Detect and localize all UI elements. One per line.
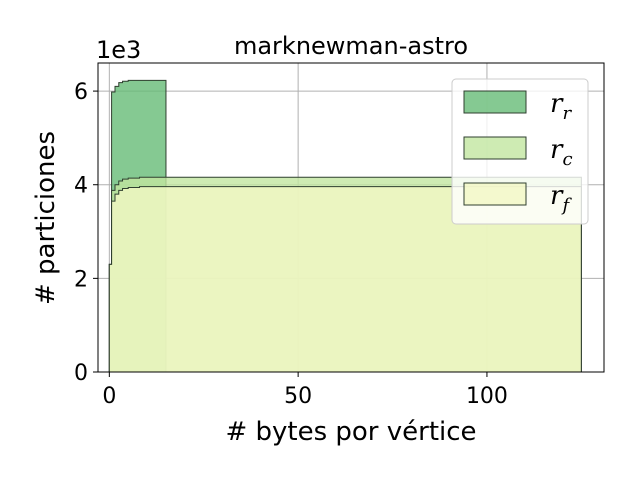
y-tick-label-3: 6 bbox=[74, 80, 88, 105]
y-tick-label-1: 2 bbox=[74, 267, 88, 292]
x-axis-label: # bytes por vértice bbox=[225, 417, 476, 447]
ticks: 0 50 100 0 2 4 6 bbox=[74, 80, 508, 409]
legend-swatch-r bbox=[463, 90, 527, 114]
plot-frame bbox=[97, 62, 605, 373]
series-area-f bbox=[108, 186, 582, 373]
y-tick-label-0: 0 bbox=[74, 361, 88, 386]
y-multiplier: 1e3 bbox=[96, 36, 141, 64]
x-tick-label-2: 100 bbox=[466, 384, 508, 409]
x-tick-label-0: 0 bbox=[102, 384, 116, 409]
y-tick-label-2: 4 bbox=[74, 174, 88, 199]
legend-swatch-f bbox=[463, 182, 527, 206]
series-layer bbox=[108, 79, 582, 373]
legend-swatch-c bbox=[463, 136, 527, 160]
chart-title: marknewman-astro bbox=[234, 32, 468, 60]
x-tick-label-1: 50 bbox=[284, 384, 312, 409]
y-axis-label: # particiones bbox=[31, 131, 61, 305]
